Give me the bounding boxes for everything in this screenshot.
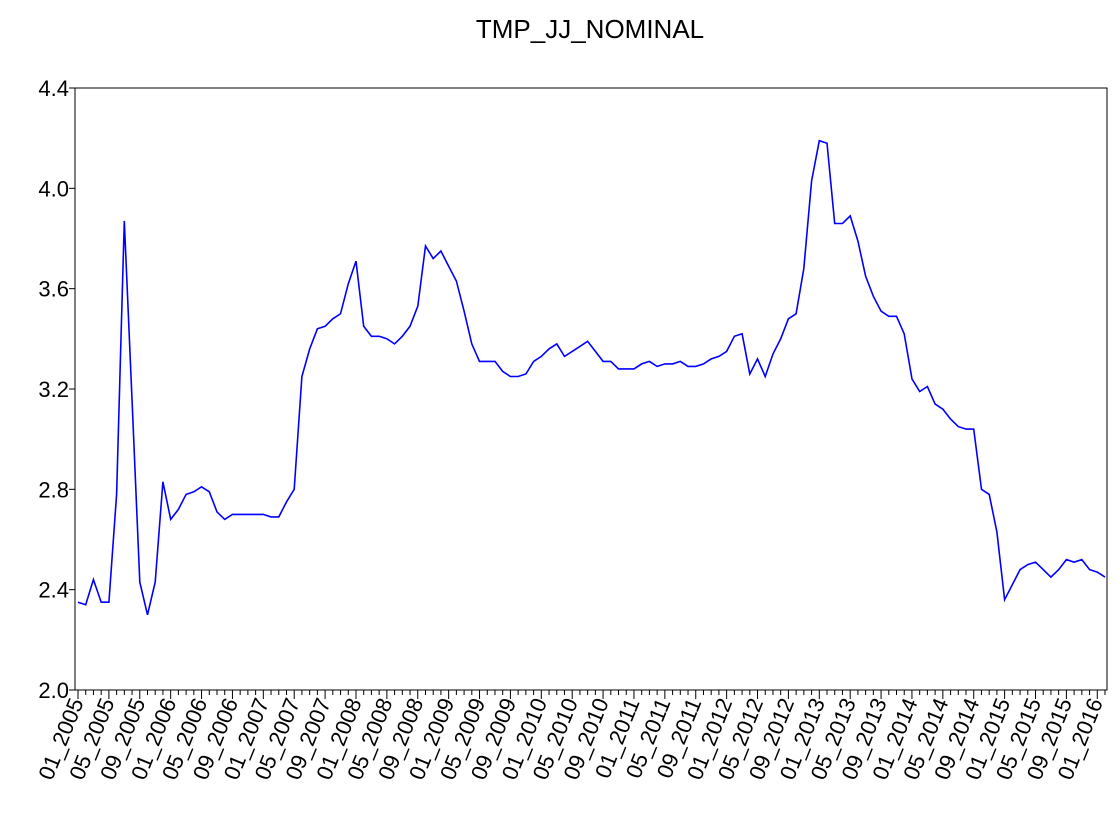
- y-tick-label: 4.0: [38, 176, 69, 201]
- y-tick-label: 3.6: [38, 277, 69, 302]
- y-tick-label: 4.4: [38, 76, 69, 101]
- line: [77, 139, 1106, 615]
- y-tick-label: 2.8: [38, 477, 69, 502]
- plot-frame: [74, 87, 1108, 691]
- y-tick-label: 2.0: [38, 678, 69, 703]
- y-tick-label: 2.4: [38, 578, 69, 603]
- y-tick-label: 3.2: [38, 377, 69, 402]
- chart-title: TMP_JJ_NOMINAL: [476, 14, 704, 44]
